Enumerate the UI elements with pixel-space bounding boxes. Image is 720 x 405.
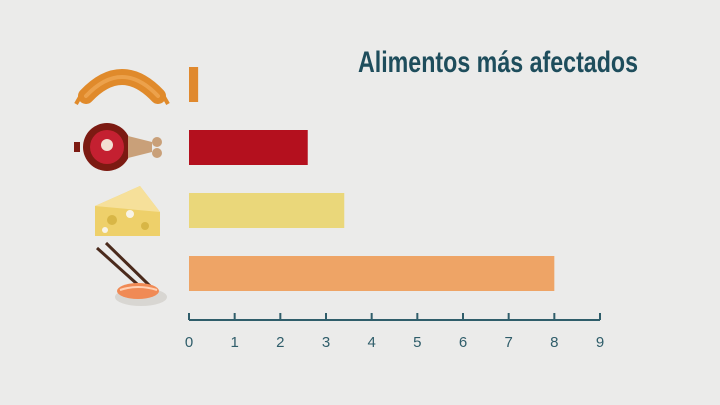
x-tick-label: 5 [413, 334, 421, 351]
x-tick-label: 9 [596, 334, 604, 351]
x-tick-label: 4 [367, 334, 375, 351]
bar-ham [189, 130, 308, 165]
cheese-icon [95, 186, 160, 236]
x-tick-label: 3 [322, 334, 330, 351]
chart-title: Alimentos más afectados [358, 46, 638, 79]
x-tick-label: 7 [504, 334, 512, 351]
x-tick-label: 1 [230, 334, 238, 351]
bar-sausage [189, 67, 199, 102]
bar-cheese [189, 193, 345, 228]
sausage-icon [74, 69, 170, 105]
x-tick-label: 0 [185, 334, 193, 351]
x-tick-label: 8 [550, 334, 558, 351]
x-tick-label: 6 [459, 334, 467, 351]
x-tick-label: 2 [276, 334, 284, 351]
bars-group [189, 67, 555, 291]
bar-sushi [189, 256, 555, 291]
x-axis: 0 1 2 3 4 5 6 7 8 9 [185, 313, 604, 351]
sushi-icon [95, 241, 167, 306]
ham-icon [74, 123, 162, 171]
